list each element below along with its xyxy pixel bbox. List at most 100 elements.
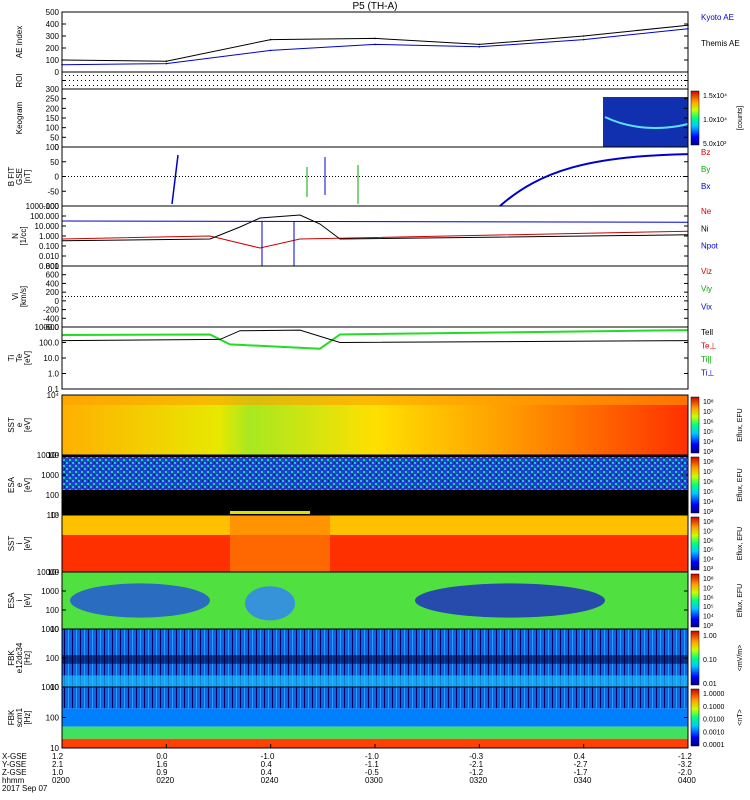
roi-dot [229, 75, 230, 76]
roi-dot [341, 75, 342, 76]
roi-dot [385, 75, 386, 76]
roi-dot [265, 80, 266, 81]
roi-dot [261, 80, 262, 81]
fbk-b-spectrogram [62, 687, 688, 709]
esa-i-blob [245, 586, 295, 621]
roi-dot [449, 85, 450, 86]
roi-dot [533, 80, 534, 81]
roi-dot [505, 75, 506, 76]
roi-dot [269, 80, 270, 81]
roi-dot [233, 85, 234, 86]
roi-dot [533, 75, 534, 76]
roi-dot [145, 85, 146, 86]
legend-entry: Npot [701, 242, 719, 251]
roi-dot [641, 80, 642, 81]
roi-dot [257, 75, 258, 76]
roi-dot [301, 80, 302, 81]
roi-dot [681, 85, 682, 86]
roi-dot [365, 75, 366, 76]
roi-dot [481, 85, 482, 86]
roi-dot [433, 85, 434, 86]
ae-point [582, 35, 585, 37]
roi-dot [429, 85, 430, 86]
roi-dot [133, 85, 134, 86]
roi-dot [253, 80, 254, 81]
footer-value: 0300 [365, 776, 383, 785]
roi-dot [245, 75, 246, 76]
roi-dot [357, 75, 358, 76]
roi-dot [249, 80, 250, 81]
roi-dot [385, 85, 386, 86]
y-tick-label: 1.0 [48, 370, 60, 379]
footer-row-x-gse: X-GSE [2, 753, 27, 761]
roi-dot [549, 80, 550, 81]
roi-dot [573, 80, 574, 81]
y-axis-label: Vi [11, 293, 20, 300]
roi-dot [645, 85, 646, 86]
y-axis-label: Te [15, 353, 24, 362]
footer-row-y-gse: Y-GSE [2, 761, 26, 769]
panel-fbk_e: 1000 100 10 FBK e12dc34 [Hz] 1.00 0.10 0.01 <mV/m… [7, 625, 744, 692]
roi-dot [525, 80, 526, 81]
roi-dot [213, 75, 214, 76]
roi-dot [573, 85, 574, 86]
roi-dot [601, 80, 602, 81]
roi-dot [577, 85, 578, 86]
legend-entry: Tell [701, 328, 713, 337]
ae-point [478, 43, 481, 46]
roi-dot [461, 75, 462, 76]
roi-dot [189, 75, 190, 76]
roi-dot [105, 85, 106, 86]
roi-dot [401, 75, 402, 76]
footer-value: 0240 [260, 776, 279, 785]
roi-dot [549, 85, 550, 86]
roi-dot [621, 80, 622, 81]
y-tick-label: 10⁴ [47, 511, 60, 520]
legend-entry: Ni [701, 224, 709, 233]
legend-entry: Bx [701, 182, 710, 191]
roi-dot [217, 85, 218, 86]
footer-date: 2017 Sep 07 [2, 784, 48, 793]
colorbar-label: 10³ [703, 566, 714, 573]
roi-dot [513, 80, 514, 81]
y-axis-label: FBK [7, 650, 16, 666]
roi-dot [473, 80, 474, 81]
panel-bfit: 100 50 0 -50 -100 B FIT GSE [nT] Bz By Bx [7, 143, 710, 211]
roi-dot [85, 85, 86, 86]
roi-dot [377, 75, 378, 76]
roi-dot [613, 80, 614, 81]
roi-dot [369, 85, 370, 86]
roi-dot [433, 75, 434, 76]
y-axis-label: AE Index [15, 26, 24, 58]
y-axis-label: ESA [7, 476, 16, 493]
y-tick-label: 10 [50, 511, 59, 520]
roi-dot [165, 75, 166, 76]
y-axis-label: GSE [15, 168, 24, 185]
roi-dot [669, 85, 670, 86]
roi-dot [653, 75, 654, 76]
colorbar [690, 688, 700, 747]
y-tick-label: 10000 [37, 451, 60, 460]
roi-dot [457, 75, 458, 76]
sst-i-mid [230, 515, 330, 572]
roi-dot [161, 85, 162, 86]
roi-dot [505, 80, 506, 81]
roi-dot [605, 75, 606, 76]
roi-dot [253, 75, 254, 76]
roi-dot [649, 75, 650, 76]
roi-dot [485, 85, 486, 86]
colorbar-label: 5.0x10³ [703, 141, 727, 148]
roi-dot [329, 80, 330, 81]
roi-dot [617, 80, 618, 81]
roi-dot [493, 80, 494, 81]
panel-sst_e: 10⁴ 10² SST e [eV] 10⁸ 10⁷ 10⁶ 10⁵ 10⁴ 10³ Eflux, E… [7, 391, 744, 460]
colorbar-label: 10⁸ [703, 519, 714, 526]
roi-dot [569, 75, 570, 76]
footer-row-label: X-GSE [2, 752, 27, 761]
roi-dot [221, 80, 222, 81]
y-tick-label: 250 [46, 95, 60, 104]
roi-dot [373, 75, 374, 76]
roi-dot [381, 80, 382, 81]
roi-dot [217, 75, 218, 76]
roi-dot [473, 85, 474, 86]
